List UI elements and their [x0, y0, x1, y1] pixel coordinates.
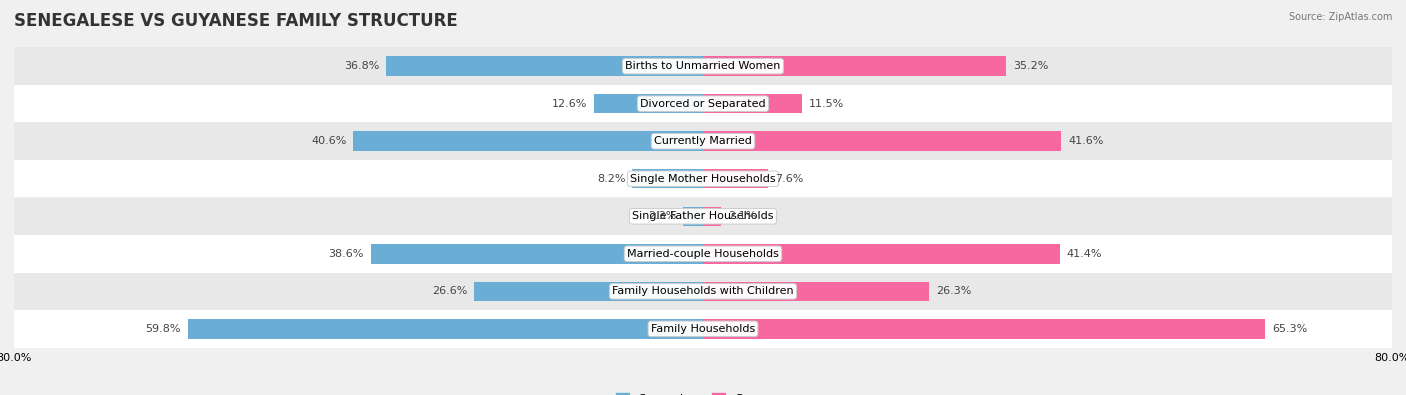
Text: 11.5%: 11.5%: [808, 99, 844, 109]
Bar: [703, 207, 721, 226]
Text: 38.6%: 38.6%: [329, 249, 364, 259]
Text: 7.6%: 7.6%: [775, 174, 804, 184]
Bar: [703, 319, 1265, 339]
Bar: [595, 94, 703, 113]
Bar: [633, 169, 703, 188]
Text: 59.8%: 59.8%: [146, 324, 181, 334]
Bar: [703, 169, 769, 188]
Text: 26.3%: 26.3%: [936, 286, 972, 296]
Bar: [14, 160, 1392, 198]
Bar: [14, 273, 1392, 310]
Text: 12.6%: 12.6%: [553, 99, 588, 109]
Text: Family Households: Family Households: [651, 324, 755, 334]
Text: 36.8%: 36.8%: [344, 61, 380, 71]
Text: 40.6%: 40.6%: [311, 136, 346, 146]
Text: Divorced or Separated: Divorced or Separated: [640, 99, 766, 109]
Bar: [703, 94, 801, 113]
Text: Single Mother Households: Single Mother Households: [630, 174, 776, 184]
Text: 2.3%: 2.3%: [648, 211, 676, 221]
Bar: [703, 282, 929, 301]
Text: SENEGALESE VS GUYANESE FAMILY STRUCTURE: SENEGALESE VS GUYANESE FAMILY STRUCTURE: [14, 12, 458, 30]
Text: Currently Married: Currently Married: [654, 136, 752, 146]
Legend: Senegalese, Guyanese: Senegalese, Guyanese: [612, 389, 794, 395]
Bar: [14, 235, 1392, 273]
Text: 41.4%: 41.4%: [1066, 249, 1102, 259]
Bar: [14, 122, 1392, 160]
Text: Births to Unmarried Women: Births to Unmarried Women: [626, 61, 780, 71]
Text: Married-couple Households: Married-couple Households: [627, 249, 779, 259]
Bar: [14, 47, 1392, 85]
Text: 8.2%: 8.2%: [598, 174, 626, 184]
Bar: [387, 56, 703, 76]
Text: Single Father Households: Single Father Households: [633, 211, 773, 221]
Text: 2.1%: 2.1%: [728, 211, 756, 221]
Bar: [371, 244, 703, 263]
Text: 26.6%: 26.6%: [432, 286, 467, 296]
Bar: [353, 132, 703, 151]
Bar: [14, 310, 1392, 348]
Bar: [14, 85, 1392, 122]
Text: Family Households with Children: Family Households with Children: [612, 286, 794, 296]
Text: 41.6%: 41.6%: [1069, 136, 1104, 146]
Text: 35.2%: 35.2%: [1012, 61, 1049, 71]
Text: 65.3%: 65.3%: [1272, 324, 1308, 334]
Bar: [703, 244, 1060, 263]
Bar: [474, 282, 703, 301]
Bar: [703, 132, 1062, 151]
Bar: [683, 207, 703, 226]
Bar: [703, 56, 1007, 76]
Text: Source: ZipAtlas.com: Source: ZipAtlas.com: [1288, 12, 1392, 22]
Bar: [188, 319, 703, 339]
Bar: [14, 198, 1392, 235]
